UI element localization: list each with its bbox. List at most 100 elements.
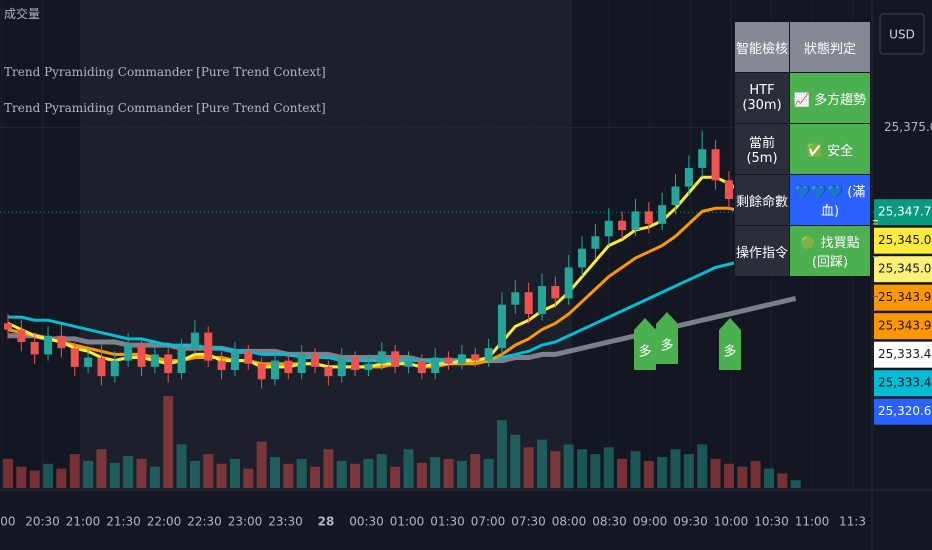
volume-bar	[123, 456, 134, 488]
candle-body	[84, 357, 93, 367]
signal-marker	[656, 312, 678, 364]
volume-bar	[550, 451, 561, 488]
candle-body	[124, 345, 133, 361]
candle-body	[97, 357, 106, 377]
volume-bar	[216, 463, 227, 488]
volume-bar	[256, 441, 267, 488]
x-tick-label: 22:00	[147, 515, 182, 529]
x-tick-label: 07:30	[511, 515, 546, 529]
candle-body	[44, 335, 53, 355]
price-label-bg	[874, 256, 932, 283]
volume-bar	[657, 457, 668, 488]
volume-bar	[617, 458, 628, 488]
price-label-bg	[874, 199, 932, 226]
signal-marker	[719, 318, 741, 370]
check-cell: 當前 (5m)	[734, 123, 790, 175]
candle-body	[431, 357, 440, 374]
x-tick-label: 00:30	[349, 515, 384, 529]
candle-body	[484, 348, 493, 361]
candle-body	[591, 236, 600, 249]
price-label: 25,320.64	[878, 404, 932, 418]
volume-bar	[496, 420, 507, 488]
candle-body	[564, 267, 573, 299]
signal-label: 多	[660, 338, 673, 354]
indicator-label: Trend Pyramiding Commander [Pure Trend C…	[4, 101, 326, 115]
price-label-bg	[874, 313, 932, 340]
x-tick-label: 20:30	[25, 515, 60, 529]
table-row: 剩餘命數 💙💙💙 (滿血)	[734, 174, 871, 226]
volume-bar	[683, 454, 694, 488]
volume-bar	[16, 466, 27, 488]
volume-bar	[630, 451, 641, 488]
signal-marker	[634, 318, 656, 370]
x-tick-label: 07:00	[471, 515, 506, 529]
volume-bar	[43, 463, 54, 488]
x-tick-label: 28	[318, 515, 335, 529]
volume-bar	[96, 449, 107, 488]
candle-body	[57, 335, 66, 349]
status-cell: 💙💙💙 (滿血)	[789, 174, 871, 226]
volume-bar	[176, 444, 187, 488]
volume-bar	[189, 460, 200, 488]
candle-body	[618, 220, 627, 231]
candle-body	[337, 357, 346, 377]
x-tick-label: 08:00	[552, 515, 587, 529]
x-tick-label: 0:00	[0, 515, 15, 529]
volume-bar	[456, 460, 467, 488]
volume-bar	[737, 466, 748, 488]
volume-bar	[443, 458, 454, 488]
candle-body	[204, 332, 213, 361]
volume-bar	[510, 434, 521, 488]
candle-body	[217, 360, 226, 370]
volume-bar	[790, 480, 801, 488]
candle-body	[271, 360, 279, 380]
volume-bar	[563, 444, 574, 488]
candle-body	[70, 348, 79, 367]
volume-bar	[537, 439, 547, 488]
candle-body	[444, 357, 453, 364]
volume-bar	[697, 444, 708, 488]
volume-bar	[149, 466, 160, 488]
candle-body	[377, 351, 386, 364]
candle-body	[311, 354, 320, 367]
price-label: 25,343.99	[878, 319, 932, 333]
candle-body	[137, 345, 146, 367]
candle-body	[471, 354, 480, 361]
currency: USD	[889, 28, 915, 42]
x-tick-label: 01:00	[390, 515, 425, 529]
candle-body	[698, 149, 707, 168]
x-tick-label: 10:00	[714, 515, 749, 529]
candle-body	[4, 323, 12, 330]
x-tick-label: 01:30	[430, 515, 465, 529]
candle-body	[150, 354, 159, 367]
price-label-bg	[874, 370, 932, 397]
volume-bar	[577, 449, 588, 488]
candle-body	[417, 360, 426, 374]
volume-bar	[69, 454, 80, 488]
header-cell: 狀態判定	[789, 21, 871, 73]
candle-body	[297, 354, 306, 374]
volume-bar	[270, 457, 280, 488]
candle-body	[177, 348, 186, 374]
volume-bar	[416, 462, 427, 488]
candle-body	[324, 366, 333, 377]
check-cell: 操作指令	[734, 225, 790, 277]
volume-bar	[376, 454, 387, 488]
candle-body	[351, 357, 360, 370]
candle-body	[551, 286, 560, 299]
price-label: 25,345.03	[878, 233, 932, 247]
currency-box[interactable]	[879, 13, 925, 55]
candle-body	[244, 351, 253, 364]
x-tick-label: 11:00	[795, 515, 830, 529]
status-table: 智能檢核 狀態判定 HTF (30m) 📈 多方趨勢 當前 (5m) ✅ 安全 剩餘命數 💙💙…	[734, 21, 871, 277]
header-cell: 智能檢核	[734, 21, 790, 73]
indicator-label: 成交量	[4, 7, 41, 21]
volume-bar	[430, 457, 441, 488]
check-cell: 剩餘命數	[734, 174, 790, 226]
volume-bar	[283, 463, 294, 488]
volume-bar	[670, 449, 681, 488]
candle-body	[190, 332, 199, 349]
volume-bar	[83, 460, 94, 488]
